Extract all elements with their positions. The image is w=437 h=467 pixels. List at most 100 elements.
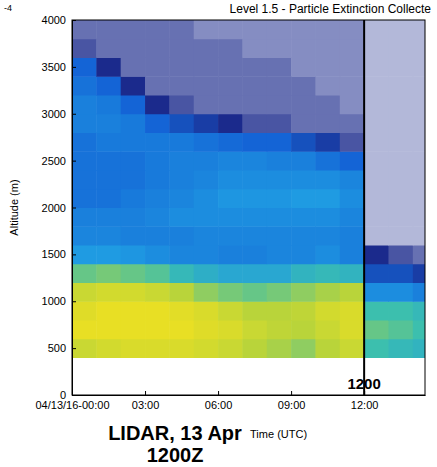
- cell: [72, 264, 97, 283]
- cell: [218, 95, 243, 114]
- cell: [218, 264, 243, 283]
- cell: [340, 283, 365, 302]
- cell: [340, 133, 365, 152]
- cell: [364, 170, 389, 189]
- cell: [388, 283, 413, 302]
- x-tick-mark: [145, 391, 146, 395]
- cell: [96, 283, 121, 302]
- cell: [72, 20, 97, 39]
- cell: [72, 245, 97, 264]
- y-axis: 05001000150020002500300035004000: [42, 14, 76, 401]
- cell: [267, 189, 292, 208]
- cell: [291, 133, 316, 152]
- cell: [145, 320, 170, 339]
- cell: [364, 283, 389, 302]
- cell: [194, 320, 219, 339]
- cell: [72, 208, 97, 227]
- cell: [242, 208, 267, 227]
- cell: [340, 76, 365, 95]
- cell: [364, 39, 389, 58]
- chart: 04/13/16-00:0003:0006:0009:0012:00050010…: [0, 0, 437, 467]
- cell: [218, 283, 243, 302]
- cell: [388, 208, 413, 227]
- cell: [291, 189, 316, 208]
- cell: [291, 320, 316, 339]
- cell: [121, 245, 146, 264]
- cell: [121, 76, 146, 95]
- cell: [267, 58, 292, 77]
- cell: [96, 339, 121, 358]
- cell: [169, 208, 194, 227]
- cell: [413, 320, 425, 339]
- y-tick-label: 3000: [42, 108, 66, 120]
- cell: [315, 283, 340, 302]
- cell: [291, 76, 316, 95]
- cell: [96, 58, 121, 77]
- cell: [145, 114, 170, 133]
- cell: [72, 320, 97, 339]
- x-axis: 04/13/16-00:0003:0006:0009:0012:00: [35, 391, 425, 411]
- cell: [121, 189, 146, 208]
- cell: [364, 339, 389, 358]
- cell: [364, 208, 389, 227]
- cell: [145, 20, 170, 39]
- cell: [388, 76, 413, 95]
- cell: [267, 133, 292, 152]
- cell: [72, 58, 97, 77]
- caption: LIDAR, 13 Apr: [108, 422, 242, 444]
- cell: [267, 114, 292, 133]
- cell: [72, 226, 97, 245]
- cell: [291, 20, 316, 39]
- cell: [96, 170, 121, 189]
- cell: [169, 151, 194, 170]
- y-tick-mark: [72, 395, 76, 396]
- marker-line: [363, 20, 365, 395]
- cell: [194, 339, 219, 358]
- cell: [121, 151, 146, 170]
- cell: [218, 301, 243, 320]
- cell: [315, 320, 340, 339]
- cell: [242, 189, 267, 208]
- cell: [194, 133, 219, 152]
- corner-label: -4: [4, 3, 12, 13]
- y-tick: 1500: [42, 248, 76, 260]
- cell: [96, 95, 121, 114]
- plot: 04/13/16-00:0003:0006:0009:0012:00050010…: [35, 14, 425, 411]
- cell: [242, 320, 267, 339]
- cell: [291, 114, 316, 133]
- cell: [96, 151, 121, 170]
- cell: [218, 133, 243, 152]
- cell: [96, 226, 121, 245]
- cell: [315, 151, 340, 170]
- cell: [291, 39, 316, 58]
- cell: [145, 264, 170, 283]
- cell: [194, 283, 219, 302]
- cell: [388, 301, 413, 320]
- cell: [364, 58, 389, 77]
- cell: [194, 226, 219, 245]
- y-tick-mark: [72, 67, 76, 68]
- cell: [121, 208, 146, 227]
- cell: [388, 189, 413, 208]
- cell: [242, 264, 267, 283]
- cell: [218, 245, 243, 264]
- cell: [96, 320, 121, 339]
- cell: [340, 226, 365, 245]
- heatmap: [72, 20, 425, 395]
- cell: [267, 208, 292, 227]
- cell: [194, 245, 219, 264]
- cell: [267, 20, 292, 39]
- cell: [413, 58, 425, 77]
- cell: [218, 226, 243, 245]
- cell: [340, 339, 365, 358]
- cell: [121, 320, 146, 339]
- cell: [145, 76, 170, 95]
- cell: [413, 264, 425, 283]
- cell: [169, 133, 194, 152]
- cell: [218, 320, 243, 339]
- cell: [96, 208, 121, 227]
- cell: [340, 320, 365, 339]
- cell: [413, 95, 425, 114]
- cell: [145, 339, 170, 358]
- cell: [145, 151, 170, 170]
